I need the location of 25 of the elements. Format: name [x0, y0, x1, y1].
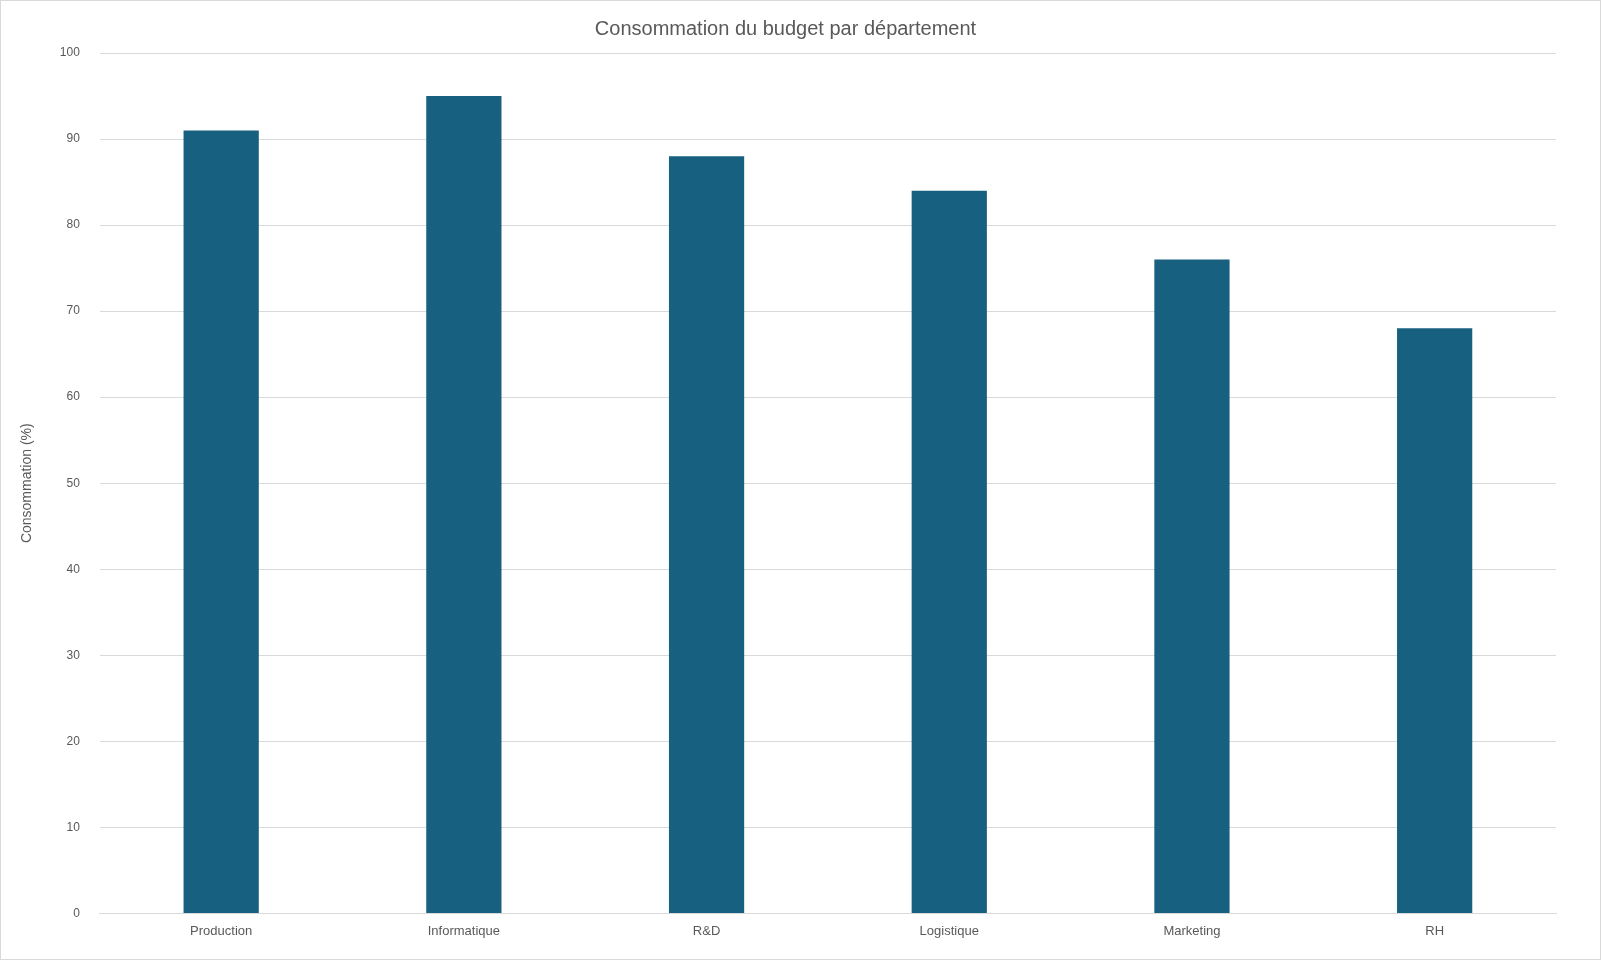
bar — [183, 130, 259, 913]
y-tick-label: 40 — [66, 561, 81, 576]
x-tick-label: Production — [190, 922, 253, 938]
y-tick-label: 70 — [66, 303, 81, 318]
bar — [426, 96, 502, 913]
x-tick-label: Informatique — [427, 922, 500, 938]
x-tick-label: Logistique — [919, 922, 979, 938]
chart-title: Consommation du budget par département — [594, 16, 977, 39]
x-tick-label: Marketing — [1163, 922, 1221, 938]
y-tick-label: 90 — [66, 131, 81, 146]
bar — [911, 190, 987, 913]
y-tick-label: 50 — [66, 475, 81, 490]
y-tick-label: 10 — [66, 819, 81, 834]
y-tick-label: 30 — [66, 647, 81, 662]
y-tick-label: 80 — [66, 217, 81, 232]
bar — [1154, 259, 1230, 913]
bar — [1397, 328, 1473, 913]
y-tick-label: 60 — [66, 389, 81, 404]
x-tick-label: RH — [1425, 922, 1445, 938]
x-tick-label: R&D — [692, 922, 721, 938]
bar — [668, 156, 745, 913]
y-tick-label: 20 — [66, 733, 81, 748]
y-tick-label: 0 — [73, 905, 81, 920]
y-tick-label: 100 — [59, 45, 81, 60]
y-axis-title: Consommation (%) — [18, 423, 35, 544]
